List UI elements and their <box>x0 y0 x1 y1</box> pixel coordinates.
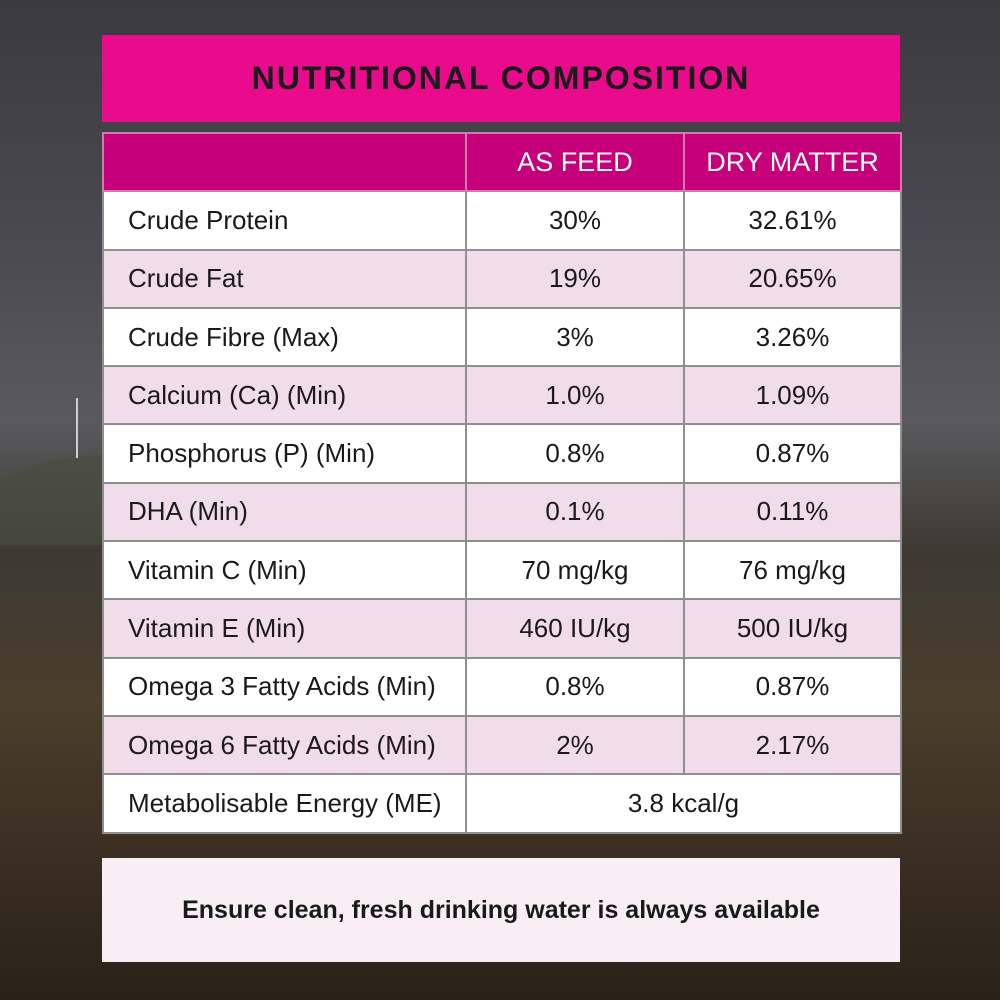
as-feed-value: 460 IU/kg <box>465 598 685 659</box>
nutrient-name: Phosphorus (P) (Min) <box>102 423 467 484</box>
dry-matter-value: 0.11% <box>683 481 902 543</box>
nutrition-table: AS FEED DRY MATTER Crude Protein 30% 32.… <box>102 131 902 834</box>
nutrient-name: Calcium (Ca) (Min) <box>102 365 467 426</box>
page-title: NUTRITIONAL COMPOSITION <box>251 60 751 96</box>
nutrient-name: Vitamin E (Min) <box>102 598 467 659</box>
nutrient-name: Metabolisable Energy (ME) <box>102 773 467 834</box>
table-header-row: AS FEED DRY MATTER <box>102 131 902 193</box>
as-feed-value: 1.0% <box>465 365 685 426</box>
table-row: Vitamin C (Min) 70 mg/kg 76 mg/kg <box>102 540 902 601</box>
energy-value: 3.8 kcal/g <box>465 773 902 834</box>
table-row: Phosphorus (P) (Min) 0.8% 0.87% <box>102 423 902 484</box>
table-row: Vitamin E (Min) 460 IU/kg 500 IU/kg <box>102 598 902 659</box>
dry-matter-value: 500 IU/kg <box>683 598 902 659</box>
as-feed-value: 70 mg/kg <box>465 540 685 601</box>
dry-matter-value: 20.65% <box>683 248 902 309</box>
as-feed-value: 0.1% <box>465 481 685 543</box>
wind-turbine <box>76 398 78 458</box>
dry-matter-value: 0.87% <box>683 656 902 717</box>
dry-matter-value: 32.61% <box>683 190 902 251</box>
table-row-energy: Metabolisable Energy (ME) 3.8 kcal/g <box>102 773 902 834</box>
nutrient-name: Vitamin C (Min) <box>102 540 467 601</box>
nutrient-name: Crude Fat <box>102 248 467 309</box>
table-row: Calcium (Ca) (Min) 1.0% 1.09% <box>102 365 902 426</box>
column-header-dry-matter: DRY MATTER <box>683 131 902 193</box>
table-row: DHA (Min) 0.1% 0.11% <box>102 481 902 543</box>
dry-matter-value: 76 mg/kg <box>683 540 902 601</box>
column-header-as-feed: AS FEED <box>465 131 685 193</box>
table-row: Omega 6 Fatty Acids (Min) 2% 2.17% <box>102 714 902 776</box>
table-row: Omega 3 Fatty Acids (Min) 0.8% 0.87% <box>102 656 902 717</box>
column-header-nutrient <box>102 131 467 193</box>
as-feed-value: 2% <box>465 714 685 776</box>
nutrient-name: Omega 6 Fatty Acids (Min) <box>102 714 467 776</box>
as-feed-value: 3% <box>465 306 685 368</box>
title-banner: NUTRITIONAL COMPOSITION <box>102 35 900 122</box>
dry-matter-value: 0.87% <box>683 423 902 484</box>
nutrient-name: Crude Protein <box>102 190 467 251</box>
table-row: Crude Protein 30% 32.61% <box>102 190 902 251</box>
nutrient-name: Crude Fibre (Max) <box>102 306 467 368</box>
as-feed-value: 0.8% <box>465 423 685 484</box>
dry-matter-value: 3.26% <box>683 306 902 368</box>
as-feed-value: 19% <box>465 248 685 309</box>
footer-note: Ensure clean, fresh drinking water is al… <box>102 858 900 962</box>
as-feed-value: 0.8% <box>465 656 685 717</box>
dry-matter-value: 1.09% <box>683 365 902 426</box>
dry-matter-value: 2.17% <box>683 714 902 776</box>
table-row: Crude Fibre (Max) 3% 3.26% <box>102 306 902 368</box>
nutrient-name: Omega 3 Fatty Acids (Min) <box>102 656 467 717</box>
as-feed-value: 30% <box>465 190 685 251</box>
table-row: Crude Fat 19% 20.65% <box>102 248 902 309</box>
nutrient-name: DHA (Min) <box>102 481 467 543</box>
